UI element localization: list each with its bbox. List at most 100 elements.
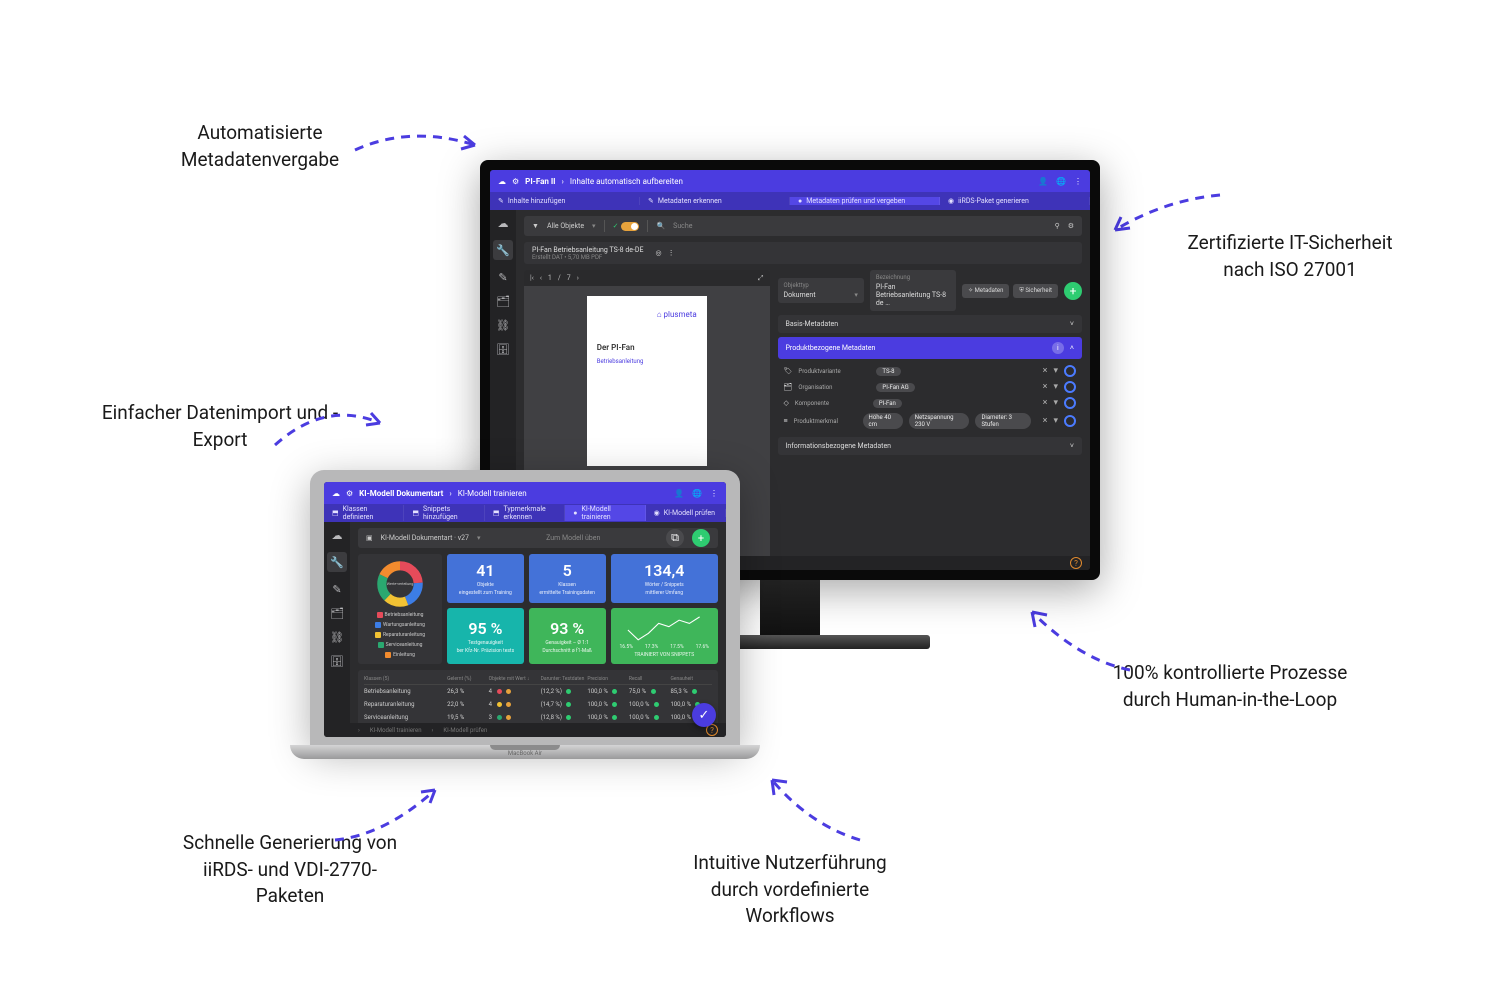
meta-icon: 🗂 xyxy=(784,383,793,391)
search-input[interactable]: Suche xyxy=(673,222,1046,230)
section-product[interactable]: Produktbezogene Metadaten i ˄ xyxy=(778,337,1082,359)
chevron-down-icon[interactable]: ▾ xyxy=(1053,382,1058,392)
pdf-prev-icon[interactable]: |‹ xyxy=(530,274,534,282)
pdf-expand-icon[interactable]: ⤢ xyxy=(758,274,764,283)
more-icon[interactable]: ⋮ xyxy=(710,489,718,498)
arrow-bot-center xyxy=(760,770,880,850)
sidebar-icon[interactable]: ✎ xyxy=(330,582,344,596)
safety-chip-button[interactable]: ⛨ Sicherheit xyxy=(1013,284,1058,298)
tile-sublabel: ermittelte Trainingsdaten xyxy=(539,590,595,596)
sidebar-icon[interactable]: ⛓ xyxy=(496,318,510,332)
model-selector[interactable]: KI-Modell Dokumentart · v27 xyxy=(381,534,469,542)
globe-icon[interactable]: 🌐 xyxy=(692,489,702,498)
model-hint: Zum Modell üben xyxy=(546,534,600,542)
object-row[interactable]: PI-Fan Betriebsanleitung TS-8 de-DE Erst… xyxy=(524,242,1082,264)
info-icon[interactable]: i xyxy=(1052,342,1064,354)
pdf-next-icon[interactable]: › xyxy=(577,274,579,282)
gear-icon[interactable]: ⚙ xyxy=(346,489,353,498)
sidebar-icon[interactable]: ✎ xyxy=(496,270,510,284)
section-info[interactable]: Informationsbezogene Metadaten˅ xyxy=(778,437,1082,455)
filter-settings-icon[interactable]: ⚙ xyxy=(1068,222,1074,230)
callout-iirds-vdi: Schnelle Generierung von iiRDS- und VDI-… xyxy=(170,830,410,910)
sidebar-icon[interactable]: 🗂 xyxy=(330,606,344,620)
legend-item: Reparaturanleitung xyxy=(375,632,425,638)
title-crumb-2: Inhalte automatisch aufbereiten xyxy=(570,177,683,186)
svg-text:Werte-verteilung: Werte-verteilung xyxy=(387,582,414,586)
object-title: PI-Fan Betriebsanleitung TS-8 de-DE xyxy=(532,246,644,254)
sidebar-icon[interactable]: ⛓ xyxy=(330,630,344,644)
footer-crumb-2: KI-Modell prüfen xyxy=(443,727,487,734)
sidebar-icon[interactable]: 🗂 xyxy=(496,294,510,308)
clear-icon[interactable]: × xyxy=(1043,366,1048,376)
step-icon: ◉ xyxy=(948,197,954,205)
legend-item: Einleitung xyxy=(385,652,415,658)
chevron-down-icon[interactable]: ▾ xyxy=(1053,416,1058,426)
gear-icon[interactable]: ⚙ xyxy=(512,177,519,186)
add-model-button[interactable]: + xyxy=(692,529,710,547)
user-icon[interactable]: 👤 xyxy=(674,489,684,498)
step-icon: ⬒ xyxy=(332,509,339,517)
sidebar-icon[interactable]: 🗄 xyxy=(496,342,510,356)
section-basis[interactable]: Basis-Metadaten˅ xyxy=(778,315,1082,333)
clear-icon[interactable]: × xyxy=(1043,416,1048,426)
workflow-tab[interactable]: ◉KI-Modell prüfen xyxy=(646,509,726,517)
metadata-tag[interactable]: Netzspannung 230 V xyxy=(909,413,970,429)
workflow-tab[interactable]: ● Metadaten prüfen und vergeben xyxy=(790,197,940,205)
legend-item: Betriebsanleitung xyxy=(377,612,424,618)
workflow-tab[interactable]: ●KI-Modell trainieren xyxy=(565,505,645,521)
sidebar-icon[interactable]: ☁ xyxy=(496,216,510,230)
sidebar-icon[interactable]: 🗄 xyxy=(330,654,344,668)
filter-all-objects[interactable]: Alle Objekte xyxy=(547,222,584,230)
workflow-tab[interactable]: ✎ Inhalte hinzufügen xyxy=(490,197,640,205)
workflow-tab[interactable]: ⬒Snippets hinzufügen xyxy=(404,505,484,521)
metadata-tag[interactable]: Höhe 40 cm xyxy=(863,413,903,429)
chevron-down-icon[interactable]: ▾ xyxy=(1053,398,1058,408)
metadata-row: ◇KomponentePI-Fan×▾ xyxy=(778,395,1082,411)
meta-chip-button[interactable]: ✧ Metadaten xyxy=(962,284,1009,298)
pdf-page-current: 1 xyxy=(548,274,552,282)
name-field[interactable]: Bezeichnung PI-Fan Betriebsanleitung TS-… xyxy=(870,270,956,311)
step-label: Inhalte hinzufügen xyxy=(508,197,565,205)
sparkline-chart xyxy=(624,614,704,643)
duplicate-button[interactable]: ⧉ xyxy=(666,529,684,547)
confirm-fab[interactable]: ✓ xyxy=(692,703,716,727)
filter-toggle[interactable]: ✓ xyxy=(613,222,640,231)
step-icon: ✎ xyxy=(498,197,504,205)
row-more-icon[interactable]: ⋮ xyxy=(668,249,675,257)
chevron-down-icon[interactable]: ▾ xyxy=(1053,366,1058,376)
metadata-tag[interactable]: PI-Fan AG xyxy=(876,383,914,392)
meta-label: Produktmerkmal xyxy=(794,418,857,425)
progress-ring xyxy=(1064,397,1076,409)
more-icon[interactable]: ⋮ xyxy=(1074,177,1082,186)
objtype-field[interactable]: Objekttyp Dokument▾ xyxy=(778,278,864,303)
sidebar-icon[interactable]: 🔧 xyxy=(327,552,347,572)
step-icon: ● xyxy=(798,197,802,205)
metadata-tag[interactable]: PI-Fan xyxy=(873,399,902,408)
sidebar-icon[interactable]: ☁ xyxy=(330,528,344,542)
help-button[interactable]: ? xyxy=(1070,557,1082,569)
tile-label: Wörter / Snippets xyxy=(645,582,684,588)
workflow-tab[interactable]: ⬒Klassen definieren xyxy=(324,505,404,521)
user-icon[interactable]: 👤 xyxy=(1038,177,1048,186)
tile-classavg: 93 %Genauigkeit – Ø 1:1Durchschnitt ø f1… xyxy=(529,608,606,664)
object-subtitle: Erstellt DAT • 5,70 MB PDF xyxy=(532,254,644,261)
tile-words: 134,4Wörter / Snippetsmittlerer Umfang xyxy=(611,554,718,603)
globe-icon[interactable]: 🌐 xyxy=(1056,177,1066,186)
tile-label: Genauigkeit – Ø 1:1 xyxy=(545,640,589,646)
legend-item: Wartungsanleitung xyxy=(375,622,425,628)
clear-icon[interactable]: × xyxy=(1043,382,1048,392)
eye-icon[interactable]: ◎ xyxy=(656,249,662,257)
progress-ring xyxy=(1064,365,1076,377)
workflow-tab[interactable]: ⬒Typmerkmale erkennen xyxy=(485,505,565,521)
pdf-back-icon[interactable]: ‹ xyxy=(540,274,542,282)
step-label: Metadaten prüfen und vergeben xyxy=(806,197,905,205)
add-meta-button[interactable]: + xyxy=(1064,282,1082,300)
filter-icon[interactable]: ⚲ xyxy=(1055,222,1060,230)
sidebar-icon[interactable]: 🔧 xyxy=(493,240,513,260)
workflow-tab[interactable]: ✎Metadaten erkennen xyxy=(640,197,790,205)
filter-funnel-icon[interactable]: ▼ xyxy=(532,222,539,230)
metadata-tag[interactable]: TS-8 xyxy=(876,367,900,376)
metadata-tag[interactable]: Diameter: 3 Stufen xyxy=(975,413,1030,429)
clear-icon[interactable]: × xyxy=(1043,398,1048,408)
workflow-tab[interactable]: ◉iiRDS-Paket generieren xyxy=(940,197,1090,205)
